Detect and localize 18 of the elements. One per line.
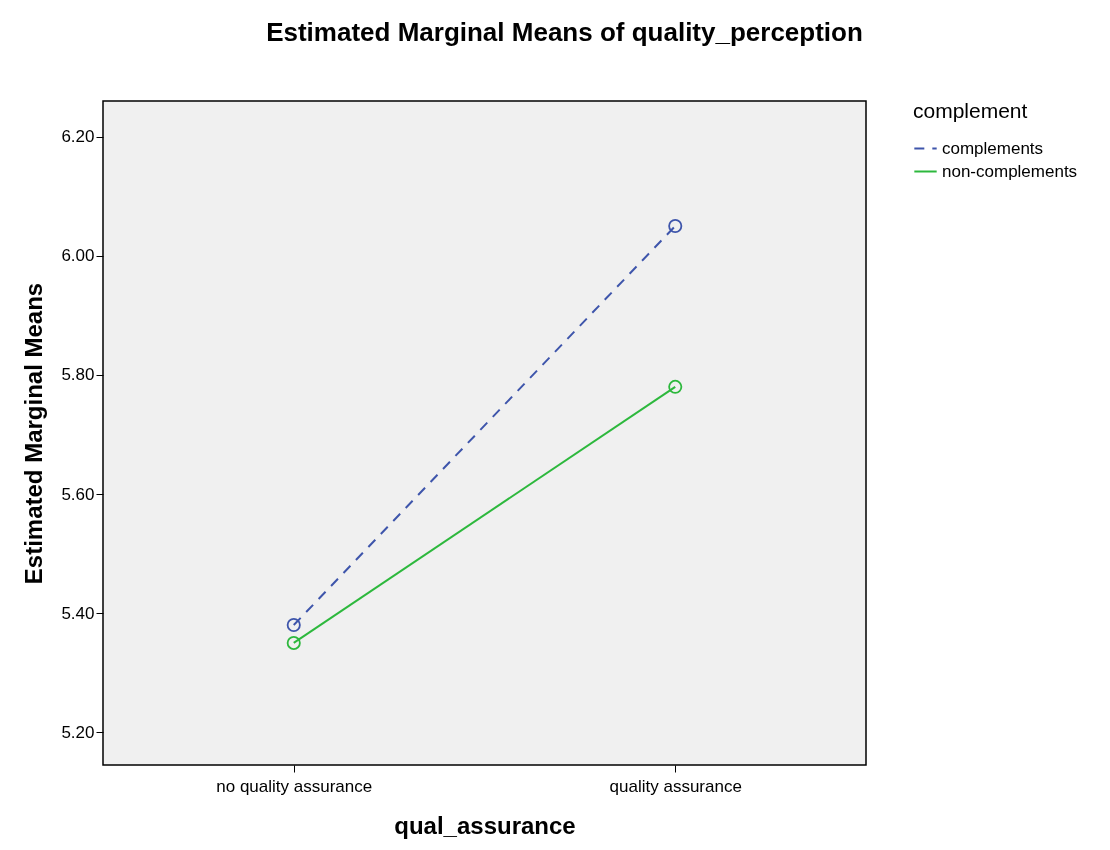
chart-title: Estimated Marginal Means of quality_perception (266, 17, 863, 47)
y-tick-label: 6.00 (61, 246, 95, 266)
x-tick-label: quality assurance (609, 776, 742, 796)
point (668, 219, 683, 234)
point (668, 379, 683, 394)
legend-title: complement (913, 99, 1028, 122)
legend-label: non-complements (942, 161, 1078, 181)
y-tick-label: 5.40 (61, 603, 95, 623)
y-tick-label: 5.80 (61, 365, 95, 385)
x-tick-label: no quality assurance (216, 776, 373, 796)
point (286, 635, 301, 650)
y-tick-label: 6.20 (61, 127, 95, 147)
x-axis-title: qual_assurance (394, 811, 576, 839)
y-tick-label: 5.60 (61, 484, 95, 504)
y-tick-label: 5.20 (61, 722, 95, 742)
legend-label: complements (942, 138, 1044, 158)
y-axis-title: Estimated Marginal Means (20, 282, 48, 585)
point (286, 618, 301, 633)
